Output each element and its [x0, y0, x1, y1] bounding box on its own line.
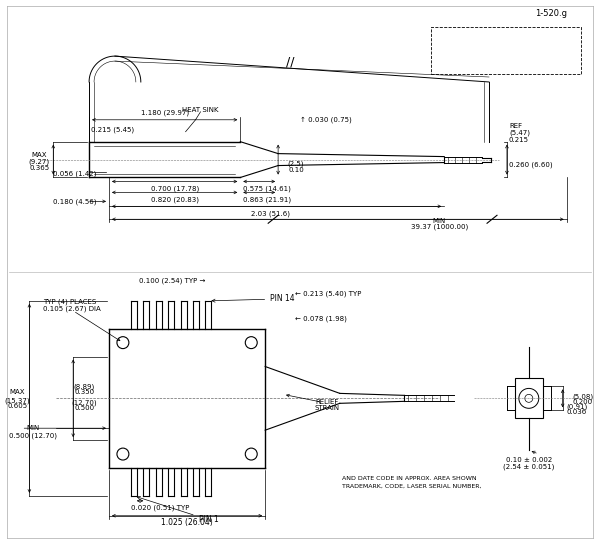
- Text: 0.180 (4.56): 0.180 (4.56): [53, 198, 97, 205]
- Text: 0.10 ± 0.002: 0.10 ± 0.002: [506, 457, 552, 463]
- Text: (2.54 ± 0.051): (2.54 ± 0.051): [503, 463, 554, 470]
- Text: (8.89): (8.89): [73, 383, 95, 390]
- Text: 0.500: 0.500: [74, 405, 94, 411]
- Text: 1.025 (26.04): 1.025 (26.04): [161, 518, 213, 527]
- Text: 0.10: 0.10: [288, 166, 304, 172]
- Text: (9.27): (9.27): [29, 158, 50, 165]
- Text: 2.03 (51.6): 2.03 (51.6): [251, 210, 290, 217]
- Text: 0.500 (12.70): 0.500 (12.70): [10, 433, 58, 440]
- Text: TYP (4) PLACES: TYP (4) PLACES: [43, 299, 97, 305]
- Text: STRAIN: STRAIN: [315, 405, 340, 411]
- Text: ← 0.078 (1.98): ← 0.078 (1.98): [295, 316, 347, 322]
- Text: AND DATE CODE IN APPROX. AREA SHOWN: AND DATE CODE IN APPROX. AREA SHOWN: [342, 477, 476, 481]
- Text: (0.91): (0.91): [566, 403, 588, 410]
- Text: 0.260 (6.60): 0.260 (6.60): [509, 162, 553, 168]
- Text: 0.700 (17.78): 0.700 (17.78): [151, 185, 199, 191]
- Text: (12.70): (12.70): [71, 399, 97, 406]
- Text: 0.036: 0.036: [566, 409, 587, 415]
- Text: 0.020 (0.51) TYP: 0.020 (0.51) TYP: [131, 504, 189, 511]
- Text: 0.863 (21.91): 0.863 (21.91): [243, 196, 291, 202]
- Bar: [431, 27, 581, 74]
- Text: PIN 1: PIN 1: [137, 497, 218, 524]
- Bar: [515, 379, 543, 418]
- Text: 0.215 (5.45): 0.215 (5.45): [91, 127, 134, 133]
- Text: 0.200: 0.200: [572, 399, 593, 405]
- Text: TRADEMARK, CODE, LASER SERIAL NUMBER,: TRADEMARK, CODE, LASER SERIAL NUMBER,: [342, 484, 481, 489]
- Text: 0.605: 0.605: [7, 403, 28, 409]
- Text: (5.47): (5.47): [509, 129, 530, 136]
- Text: 0.365: 0.365: [29, 164, 49, 170]
- Text: 0.105 (2.67) DIA: 0.105 (2.67) DIA: [43, 306, 101, 312]
- Text: 1-520.g: 1-520.g: [535, 9, 566, 18]
- Text: (15.37): (15.37): [5, 397, 30, 404]
- Text: 0.215: 0.215: [509, 137, 529, 143]
- Text: MIN: MIN: [433, 218, 446, 224]
- Text: REF: REF: [509, 123, 522, 129]
- Text: 1.180 (29.97): 1.180 (29.97): [140, 109, 189, 116]
- Text: 0.100 (2.54) TYP →: 0.100 (2.54) TYP →: [139, 277, 205, 284]
- Text: ↑ 0.030 (0.75): ↑ 0.030 (0.75): [300, 116, 352, 123]
- Text: (5.08): (5.08): [572, 393, 593, 400]
- Text: 0.575 (14.61): 0.575 (14.61): [243, 185, 291, 191]
- Text: ← 0.213 (5.40) TYP: ← 0.213 (5.40) TYP: [295, 290, 361, 297]
- Text: (2.5): (2.5): [288, 160, 304, 167]
- Text: MAX: MAX: [32, 152, 47, 158]
- Text: MIN: MIN: [27, 425, 40, 431]
- Text: MAX: MAX: [10, 390, 25, 395]
- Text: 0.820 (20.83): 0.820 (20.83): [151, 196, 199, 202]
- Text: PIN 14: PIN 14: [212, 294, 295, 304]
- Text: 39.37 (1000.00): 39.37 (1000.00): [410, 224, 468, 231]
- Text: RELIEF: RELIEF: [315, 399, 338, 405]
- Text: HEAT SINK: HEAT SINK: [182, 107, 219, 113]
- Text: 0.350: 0.350: [74, 390, 94, 395]
- Text: //: //: [286, 55, 295, 69]
- Text: 0.056 (1.42): 0.056 (1.42): [53, 170, 97, 177]
